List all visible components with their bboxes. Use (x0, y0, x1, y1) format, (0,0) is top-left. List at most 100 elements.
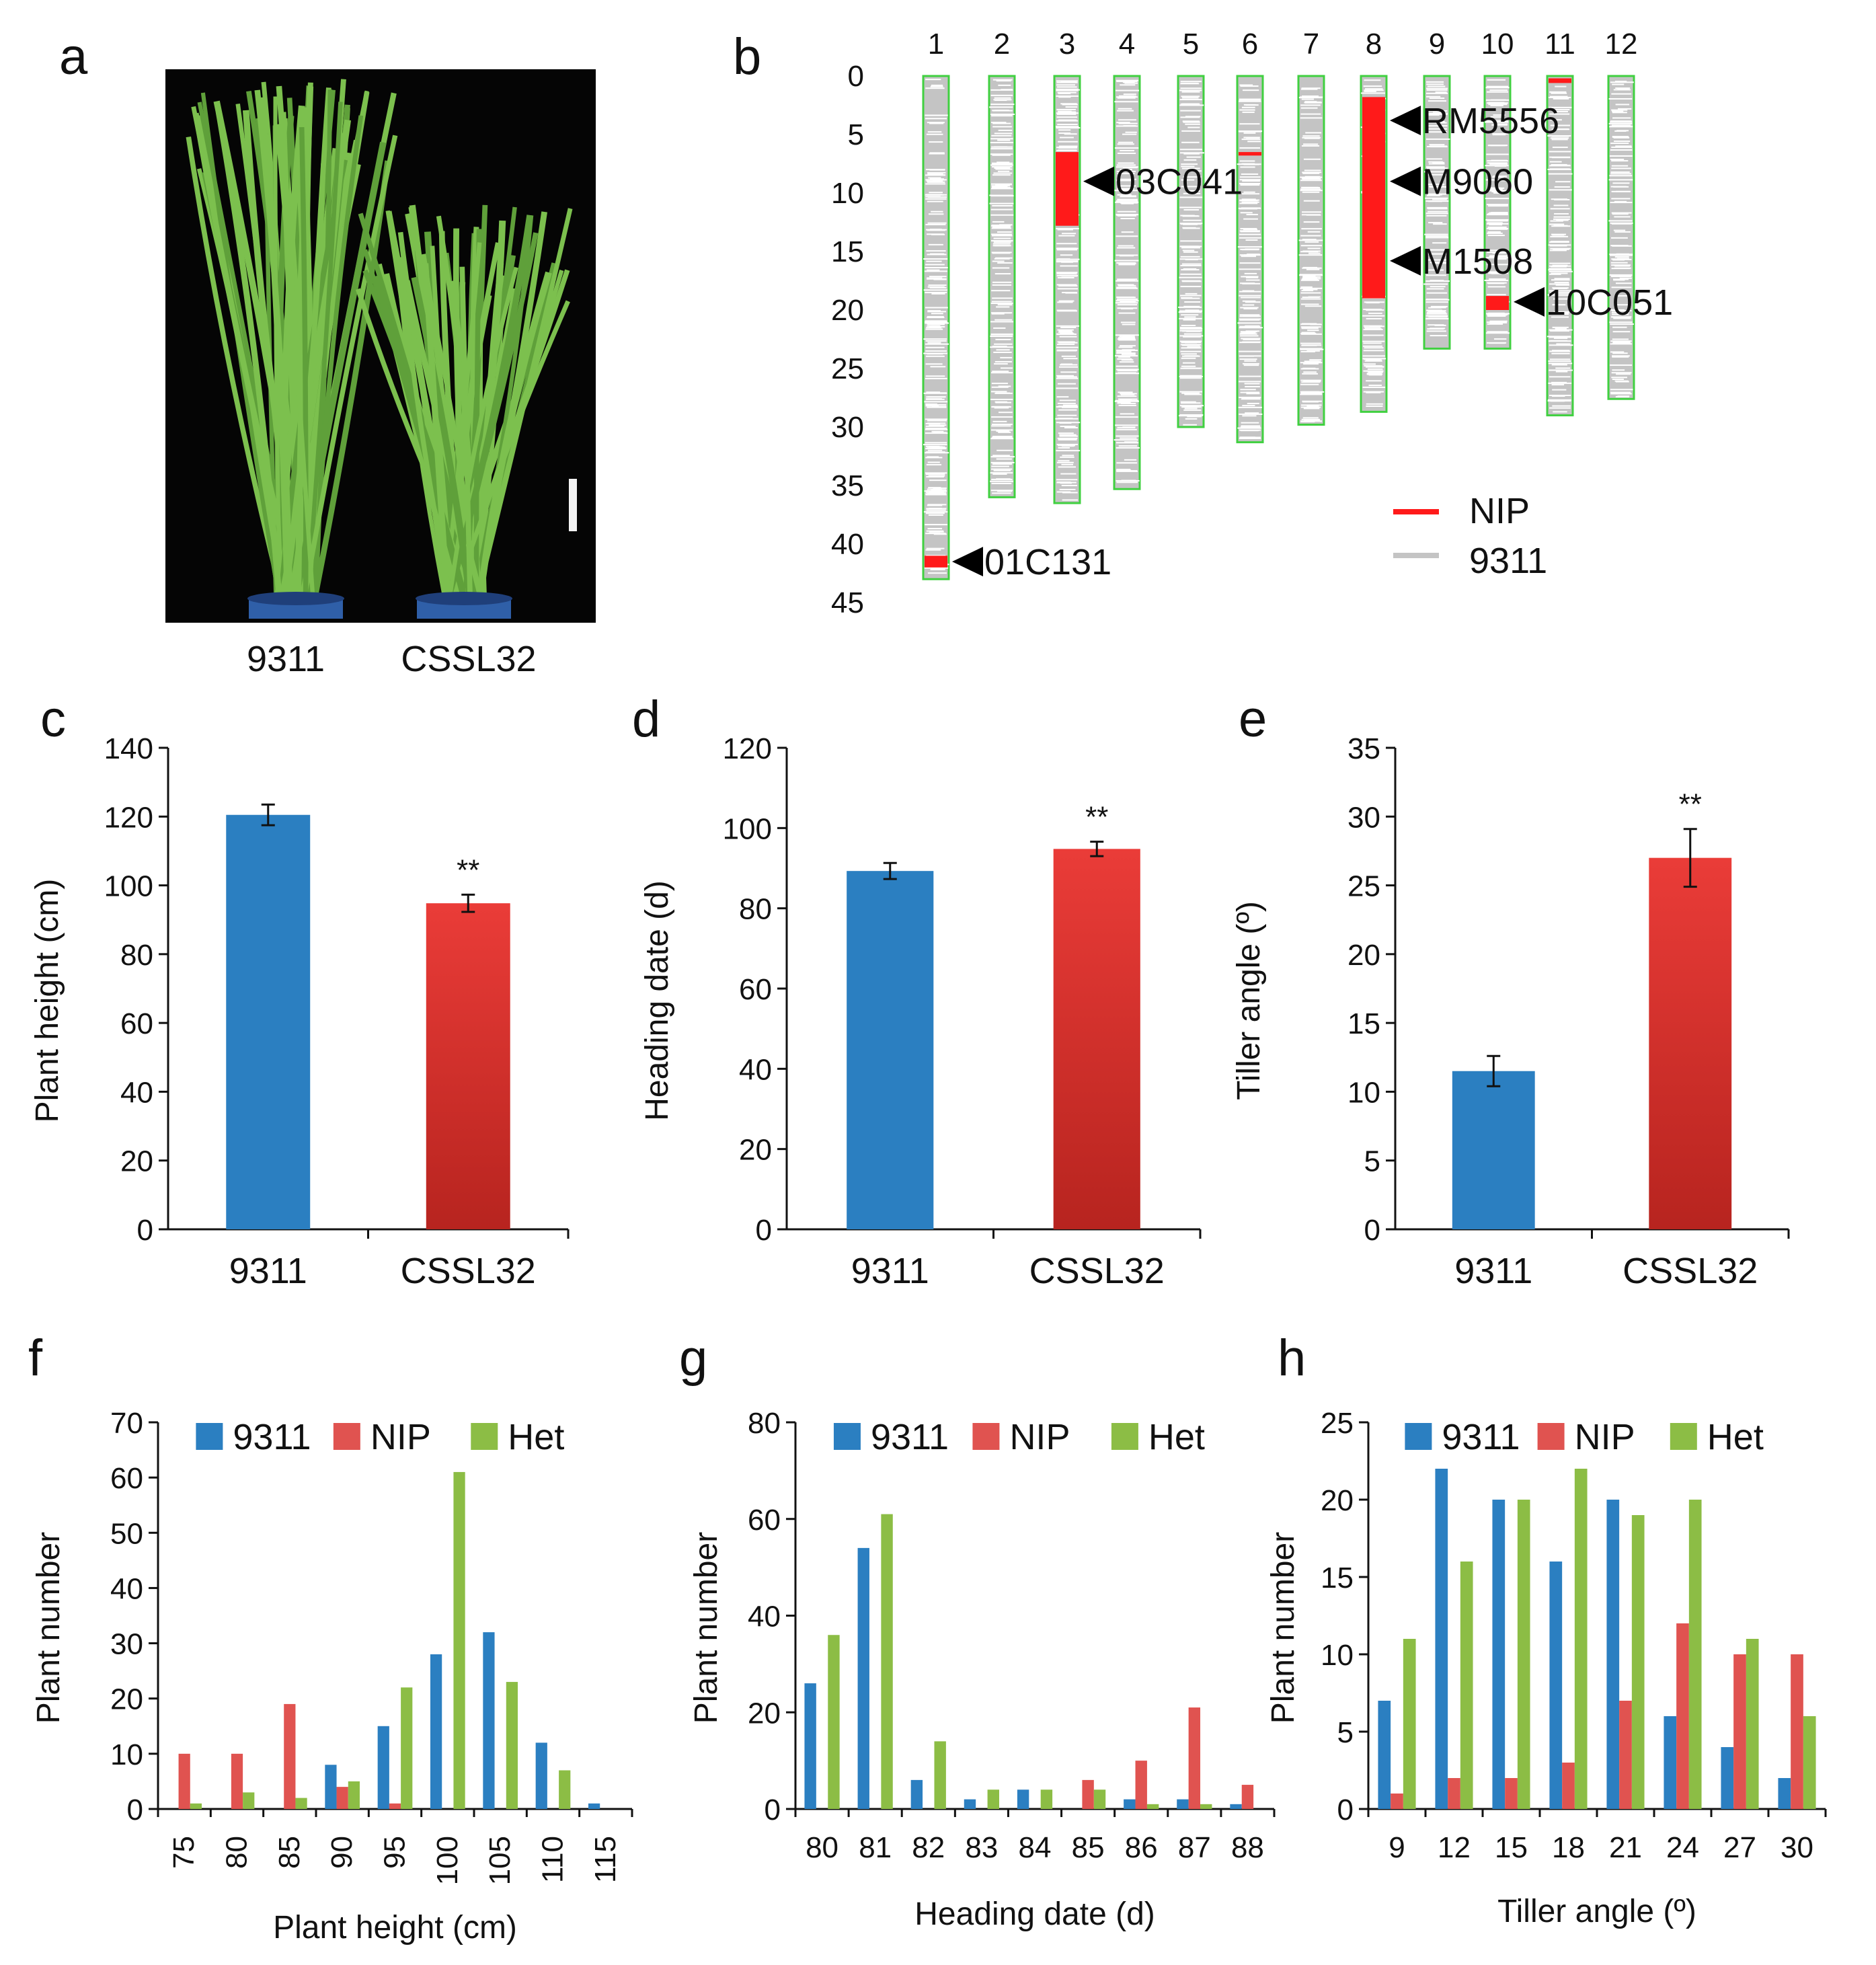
x-category-label: 82 (912, 1831, 945, 1864)
bar-CSSL32 (1053, 849, 1140, 1229)
y-tick-label: 20 (748, 1697, 781, 1730)
bar-Het-12 (1460, 1562, 1473, 1809)
chromosome-9 (1423, 75, 1451, 350)
x-category-label: 24 (1666, 1831, 1699, 1864)
marker-label: RM5556 (1422, 101, 1559, 141)
bar-Het-85 (295, 1798, 307, 1809)
photo-caption-9311: 9311 (247, 639, 325, 679)
bar-Het-95 (401, 1687, 413, 1809)
legend-swatch-Het (1111, 1423, 1138, 1450)
legend-swatch-Het (471, 1423, 498, 1450)
y-tick-label: 10 (1347, 1076, 1380, 1109)
x-category-label: 81 (859, 1831, 892, 1864)
legend-label-Het: Het (508, 1417, 564, 1457)
bar-Het-30 (1803, 1716, 1816, 1809)
x-category-label: 100 (431, 1836, 464, 1885)
y-axis-title-h: Plant number (1265, 1532, 1301, 1724)
x-axis-title-g: Heading date (d) (914, 1896, 1155, 1932)
bar-Het-100 (453, 1471, 465, 1809)
y-tick-b: 0 (848, 60, 864, 93)
bar-Het-24 (1688, 1500, 1702, 1809)
x-category-label: 115 (589, 1836, 622, 1883)
chromosome-11 (1546, 75, 1574, 417)
marker-label: 01C131 (984, 542, 1111, 582)
y-tick-label: 20 (120, 1145, 153, 1178)
y-tick-label: 10 (110, 1738, 143, 1771)
legend-9311-label: 9311 (1469, 541, 1547, 581)
y-tick-label: 40 (748, 1601, 781, 1633)
y-tick-label: 60 (739, 973, 772, 1006)
chart-f: 0 10 20 30 40 50 60 70 Plant number f 75 80 85 90 95 10… (28, 1330, 633, 1945)
bar-9311-18 (1549, 1562, 1563, 1809)
chromosome-number-label: 11 (1545, 28, 1575, 61)
x-category-label: 110 (537, 1836, 570, 1883)
x-category-label: 80 (221, 1836, 253, 1869)
x-category-label: 75 (167, 1836, 200, 1869)
bar-Het-80 (243, 1792, 255, 1809)
y-tick-b: 30 (831, 411, 864, 444)
x-category-label: 15 (1495, 1831, 1528, 1864)
bar-Het-18 (1574, 1469, 1588, 1809)
chart-g: 0 20 40 60 80 Plant number g 80 81 82 83 84 85 86 87 88… (679, 1330, 1276, 1932)
legend-label-Het: Het (1148, 1417, 1205, 1457)
bar-Het-105 (506, 1682, 518, 1809)
x-category-label: CSSL32 (1029, 1251, 1165, 1291)
nip-segment (1549, 78, 1571, 83)
chromosome-number-label: 12 (1605, 28, 1638, 61)
y-tick-label: 0 (127, 1794, 143, 1826)
bar-9311-87 (1177, 1799, 1189, 1809)
x-category-label: 95 (379, 1836, 412, 1869)
bar-Het-75 (190, 1803, 202, 1809)
marker-arrow (1390, 166, 1421, 196)
bar-9311-24 (1664, 1716, 1677, 1809)
bar-9311-110 (535, 1742, 547, 1809)
chart-h: 0 5 10 15 20 25 Plant number h 9 12 15 18 21 24 27 30 Ti… (1265, 1330, 1827, 1929)
marker-arrow (1514, 286, 1545, 317)
chromosome-number-label: 9 (1429, 28, 1445, 61)
y-tick-label: 80 (748, 1407, 781, 1440)
bar-9311 (1452, 1071, 1535, 1229)
panel-label-c: c (40, 691, 66, 748)
marker-arrow (1390, 106, 1421, 136)
bar-9311-81 (857, 1547, 869, 1809)
bar-9311 (226, 814, 311, 1229)
nip-segment (1486, 296, 1509, 310)
legend-label-9311: 9311 (233, 1417, 311, 1457)
bar-NIP-9 (1391, 1794, 1403, 1809)
chromosome-3 (1053, 75, 1081, 504)
bar-Het-15 (1517, 1500, 1530, 1809)
y-tick-label: 100 (104, 870, 153, 903)
y-tick-label: 120 (104, 801, 153, 834)
y-tick-label: 20 (1321, 1484, 1354, 1517)
marker-arrow (1390, 245, 1421, 276)
bar-Het-21 (1631, 1515, 1645, 1809)
chromosome-12 (1607, 75, 1635, 400)
panel-label-d: d (632, 691, 660, 748)
nip-segment (1362, 97, 1385, 299)
bar-Het-86 (1146, 1804, 1159, 1809)
chromosome-number-label: 3 (1059, 28, 1075, 61)
y-tick-b: 25 (831, 352, 864, 385)
y-tick-label: 20 (1347, 939, 1380, 972)
y-tick-b: 5 (848, 118, 864, 151)
y-tick-label: 15 (1321, 1562, 1354, 1594)
marker-label: M9060 (1422, 162, 1533, 202)
y-tick-label: 15 (1347, 1007, 1380, 1040)
bar-CSSL32 (1649, 857, 1732, 1229)
rice-plants-illustration (186, 79, 573, 619)
y-tick-label: 40 (120, 1076, 153, 1109)
bar-NIP-15 (1505, 1778, 1518, 1809)
bar-NIP-21 (1619, 1701, 1632, 1809)
y-axis-title-f: Plant number (31, 1532, 67, 1724)
marker-label: 10C051 (1546, 282, 1673, 323)
y-tick-label: 20 (110, 1683, 143, 1716)
bar-NIP-30 (1791, 1654, 1803, 1809)
chromosome-number-label: 5 (1183, 28, 1199, 61)
x-axis-title-h: Tiller angle (º) (1497, 1894, 1696, 1929)
y-tick-label: 100 (723, 812, 772, 845)
x-category-label: CSSL32 (401, 1251, 536, 1291)
marker-label: M1508 (1422, 241, 1533, 282)
significance-mark: ** (1679, 788, 1702, 821)
